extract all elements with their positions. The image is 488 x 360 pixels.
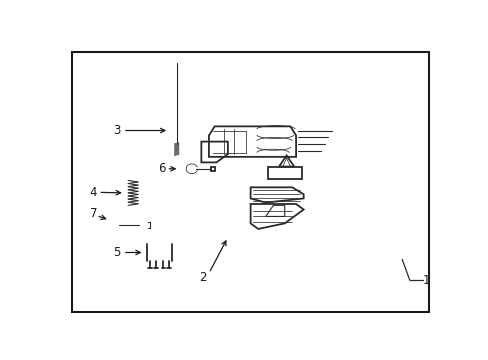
Text: 1: 1 — [422, 274, 430, 287]
Text: 5: 5 — [113, 246, 121, 259]
Text: 4: 4 — [89, 186, 97, 199]
Text: 3: 3 — [113, 124, 121, 137]
Text: 2: 2 — [199, 271, 206, 284]
Text: 7: 7 — [89, 207, 97, 220]
Text: 6: 6 — [158, 162, 165, 175]
